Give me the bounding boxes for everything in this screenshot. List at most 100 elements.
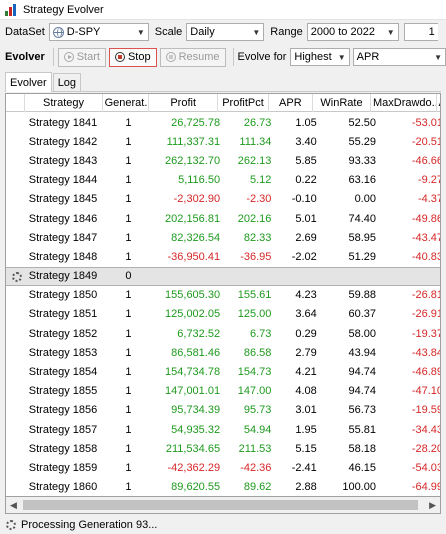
header-strategy[interactable]: Strategy — [25, 94, 103, 112]
apr-cell: 4.08 — [295, 385, 317, 398]
header-generation[interactable]: Generat... — [103, 94, 149, 112]
tab-evolver-label: Evolver — [10, 76, 47, 89]
profit-pct-cell: 82.33 — [243, 231, 272, 244]
generation-cell: 1 — [125, 481, 132, 494]
table-row[interactable]: Strategy 1845 1 -2,302.90 -2.30 -0.10 0.00 -4.… — [6, 190, 440, 209]
profit-cell: -36,950.41 — [167, 250, 221, 263]
max-drawdown-cell: -19.37 — [411, 327, 441, 340]
header-profit[interactable]: Profit — [149, 94, 219, 112]
toolbar-separator — [232, 48, 234, 66]
header-max-drawdown[interactable]: MaxDrawdo... — [371, 94, 437, 112]
strategy-cell: Strategy 1844 — [28, 174, 98, 187]
table-row[interactable]: Strategy 1849 0 — [6, 266, 440, 286]
scroll-right-icon[interactable]: ▶ — [429, 500, 436, 510]
table-row[interactable]: Strategy 1844 1 5,116.50 5.12 0.22 63.16 -9.27 — [6, 171, 440, 190]
row-indicator — [6, 324, 26, 343]
table-row[interactable]: Strategy 1859 1 -42,362.29 -42.36 -2.41 46.15… — [6, 458, 440, 477]
spinner-icon — [6, 519, 16, 530]
row-indicator — [6, 420, 26, 439]
profit-cell: -2,302.90 — [173, 193, 221, 206]
header-average[interactable]: Av — [437, 94, 440, 112]
table-row[interactable]: Strategy 1858 1 211,534.65 211.53 5.15 58.18 -… — [6, 439, 441, 458]
strategy-cell: Strategy 1856 — [28, 404, 98, 417]
resume-button[interactable]: Resume — [159, 47, 226, 67]
evolve-for-label: Evolve for — [237, 51, 287, 63]
scale-select[interactable]: Daily ▼ — [186, 23, 265, 41]
header-profit-pct[interactable]: ProfitPct — [218, 94, 269, 112]
row-indicator — [6, 401, 26, 420]
strategy-cell: Strategy 1849 — [28, 270, 98, 283]
profit-pct-cell: 5.12 — [249, 174, 272, 187]
winrate-cell: 58.18 — [348, 442, 376, 455]
apr-cell: 2.88 — [295, 481, 317, 494]
apr-cell: 1.95 — [295, 423, 317, 436]
tab-log-label: Log — [57, 76, 77, 89]
profit-pct-cell: -2.30 — [246, 193, 272, 206]
profit-pct-cell: -36.95 — [240, 250, 272, 263]
profit-cell: 89,620.55 — [171, 481, 221, 494]
table-row[interactable]: Strategy 1852 1 6,732.52 6.73 0.29 58.00 -19.3… — [6, 324, 441, 343]
row-indicator — [6, 132, 26, 151]
range-select[interactable]: 2000 to 2022 ▼ — [306, 23, 399, 41]
apr-cell: -0.10 — [291, 193, 317, 206]
scroll-left-icon[interactable]: ◀ — [10, 500, 17, 510]
generation-cell: 1 — [125, 442, 132, 455]
row-indicator — [6, 209, 26, 228]
table-row[interactable]: Strategy 1842 1 111,337.31 111.34 3.40 55.29 -… — [6, 132, 440, 151]
row-indicator — [6, 305, 26, 324]
strategy-cell: Strategy 1857 — [28, 423, 98, 436]
table-row[interactable]: Strategy 1857 1 54,935.32 54.94 1.95 55.81 -34… — [6, 420, 440, 439]
row-indicator — [6, 478, 26, 496]
range-label: Range — [270, 26, 303, 38]
evolve-direction-select[interactable]: Highest ▼ — [290, 48, 350, 66]
stop-button[interactable]: Stop — [108, 47, 157, 67]
table-row[interactable]: Strategy 1860 1 89,620.55 89.62 2.88 100.00 -6… — [6, 478, 440, 496]
header-apr[interactable]: APR — [269, 94, 314, 112]
tab-evolver[interactable]: Evolver — [5, 72, 52, 92]
table-row[interactable]: Strategy 1847 1 82,326.54 82.33 2.69 58.95 -43… — [6, 228, 440, 247]
metric-select[interactable]: APR ▼ — [352, 48, 446, 66]
table-row[interactable]: Strategy 1855 1 147,001.01 147.00 4.08 94.74 -… — [6, 382, 441, 401]
table-row[interactable]: Strategy 1853 1 86,581.46 86.58 2.79 43.94 -43… — [6, 343, 440, 362]
apr-cell: 5.15 — [295, 442, 317, 455]
row-indicator — [6, 362, 26, 381]
row-indicator — [6, 286, 26, 305]
scale-value: Daily — [190, 26, 215, 38]
profit-pct-cell: 211.53 — [238, 442, 272, 455]
table-row[interactable]: Strategy 1856 1 95,734.39 95.73 3.01 56.73 -19… — [6, 401, 441, 420]
max-drawdown-cell: -47.10 — [411, 385, 441, 398]
apr-cell: -2.02 — [291, 250, 317, 263]
profit-cell: 262,132.70 — [165, 154, 221, 167]
tab-log[interactable]: Log — [52, 73, 82, 91]
table-row[interactable]: Strategy 1841 1 26,725.78 26.73 1.05 52.50 -53… — [6, 113, 440, 132]
max-drawdown-cell: -28.20 — [411, 442, 441, 455]
apr-cell: 0.22 — [295, 174, 317, 187]
chevron-down-icon: ▼ — [386, 28, 395, 37]
table-row[interactable]: Strategy 1848 1 -36,950.41 -36.95 -2.02 51.29… — [6, 247, 440, 266]
table-row[interactable]: Strategy 1843 1 262,132.70 262.13 5.85 93.33 -… — [6, 151, 440, 170]
profit-pct-cell: -42.36 — [240, 461, 272, 474]
generation-cell: 1 — [125, 308, 132, 321]
horizontal-scrollbar[interactable]: ◀ ▶ — [5, 497, 441, 514]
strategy-grid[interactable]: Strategy Generat... Profit ProfitPct APR… — [5, 93, 441, 497]
winrate-cell: 46.15 — [348, 461, 376, 474]
table-row[interactable]: Strategy 1846 1 202,156.81 202.16 5.01 74.40 -… — [6, 209, 440, 228]
strategy-cell: Strategy 1842 — [28, 135, 98, 148]
table-row[interactable]: Strategy 1854 1 154,734.78 154.73 4.21 94.74 -… — [6, 362, 440, 381]
table-row[interactable]: Strategy 1851 1 125,002.05 125.00 3.64 60.37 -… — [6, 305, 440, 324]
start-button[interactable]: Start — [57, 47, 106, 67]
profit-cell: 26,725.78 — [171, 116, 221, 129]
profit-pct-cell: 202.16 — [237, 212, 272, 225]
profit-pct-cell: 111.34 — [239, 135, 272, 148]
header-indicator — [6, 94, 26, 112]
dataset-select[interactable]: D-SPY ▼ — [48, 23, 149, 41]
apr-cell: 2.69 — [295, 231, 317, 244]
count-input[interactable]: 1 — [403, 23, 438, 41]
max-drawdown-cell: -19.59 — [411, 404, 441, 417]
play-icon — [63, 52, 74, 62]
scrollbar-thumb[interactable] — [23, 500, 418, 510]
strategy-cell: Strategy 1848 — [28, 250, 98, 263]
header-winrate[interactable]: WinRate — [313, 94, 371, 112]
evolve-direction-value: Highest — [294, 51, 332, 63]
table-row[interactable]: Strategy 1850 1 155,605.30 155.61 4.23 59.88 -… — [6, 286, 440, 305]
